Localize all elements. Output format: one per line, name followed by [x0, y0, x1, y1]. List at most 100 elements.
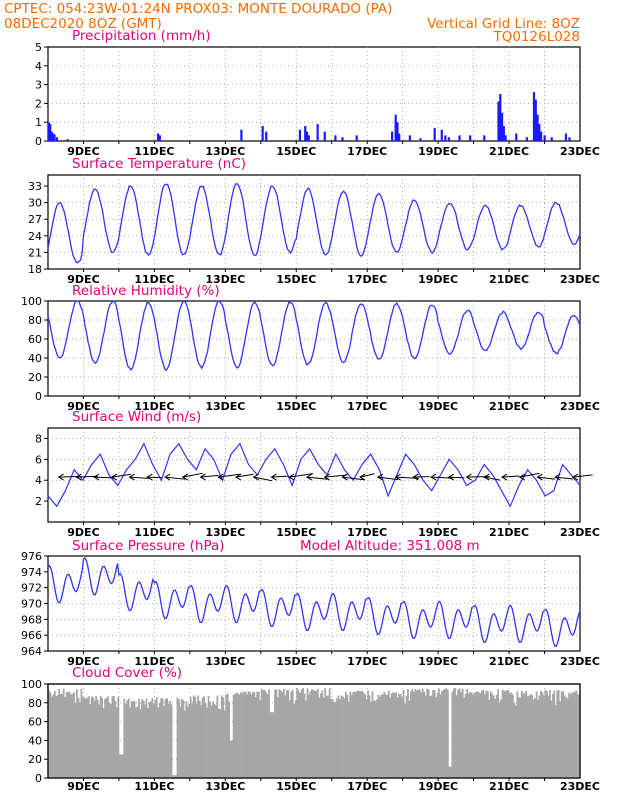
- cloud-bar: [65, 692, 68, 778]
- cloud-bar: [373, 700, 375, 778]
- wind-arrow: [377, 476, 399, 481]
- temp-ytick-label: 21: [28, 246, 42, 259]
- wind-arrow: [76, 475, 98, 478]
- cloud-bar: [169, 701, 171, 778]
- cloud-xtick-label: 13DEC: [205, 780, 245, 793]
- cloud-bar: [87, 696, 90, 778]
- cloud-bar: [506, 690, 508, 778]
- cloud-bar: [544, 689, 547, 778]
- cloud-bar: [417, 689, 420, 778]
- wind-arrow-head: [571, 473, 579, 481]
- cloud-bar: [271, 712, 273, 778]
- cloud-bar: [188, 703, 191, 778]
- precip-bar: [341, 137, 344, 141]
- cloud-bar: [550, 700, 553, 778]
- temp-ytick-label: 30: [28, 197, 42, 210]
- cloud-bar: [259, 700, 262, 778]
- cloud-bar: [510, 692, 513, 778]
- wind-xtick-label: 13DEC: [205, 526, 245, 539]
- cloud-bar: [497, 689, 500, 778]
- cloud-bar: [376, 699, 378, 778]
- cloud-bar: [387, 690, 390, 778]
- cloud-bar: [164, 698, 167, 778]
- cloud-bar: [509, 693, 511, 778]
- cloud-bar: [241, 693, 244, 778]
- wind-frame: [47, 427, 581, 523]
- cloud-bar: [359, 691, 362, 778]
- cloud-frame-top: [47, 683, 581, 779]
- rh-ytick-label: 80: [28, 314, 42, 327]
- temp-xtick-label: 23DEC: [560, 273, 600, 286]
- precip-panel: 0 1 2 3 4 5 9DEC 11DEC 13DEC 15DEC 17DEC 19DEC 21DEC…: [35, 28, 600, 158]
- cloud-bar: [275, 689, 278, 778]
- cloud-bar: [250, 694, 253, 778]
- cloud-bar: [294, 700, 297, 778]
- cloud-bar: [435, 697, 437, 778]
- cloud-bar: [574, 691, 576, 778]
- cloud-bar: [365, 699, 368, 778]
- temp-panel: 18 21 24 27 30 33 9DEC 11DEC 13DEC 15DEC 17DEC 19DE…: [28, 156, 600, 286]
- cloud-bar: [543, 695, 545, 778]
- pressure-xtick-label: 21DEC: [489, 655, 529, 668]
- cloud-bar: [415, 690, 418, 778]
- cloud-bar: [469, 691, 471, 778]
- cloud-bar: [217, 708, 220, 778]
- cloud-bar: [436, 692, 439, 778]
- cloud-bar: [115, 707, 118, 778]
- cloud-bar: [135, 707, 137, 778]
- panels-group: 0 1 2 3 4 5 9DEC 11DEC 13DEC 15DEC 17DEC 19DEC 21DEC…: [21, 28, 600, 793]
- cloud-bar: [86, 697, 89, 778]
- cloud-bar: [512, 694, 514, 778]
- precip-bar: [532, 92, 536, 141]
- wind-arrow-head: [376, 473, 384, 481]
- cloud-bar: [212, 701, 214, 778]
- precip-bar: [316, 124, 319, 141]
- rh-xtick-label: 9DEC: [67, 400, 99, 413]
- cloud-bar: [114, 701, 117, 778]
- wind-arrow-head: [288, 473, 295, 481]
- wind-arrow-head: [483, 473, 490, 481]
- cloud-bar: [84, 698, 87, 778]
- precip-bar: [469, 135, 472, 141]
- cloud-bar: [93, 700, 96, 778]
- cloud-bar: [312, 689, 315, 778]
- cloud-bar: [318, 697, 321, 778]
- wind-arrow: [484, 476, 501, 481]
- cloud-bar: [563, 695, 566, 778]
- cloud-bar: [185, 700, 188, 778]
- rh-ytick-label: 40: [28, 352, 42, 365]
- cloud-bar: [339, 699, 341, 778]
- cloud-xtick-label: 15DEC: [276, 780, 316, 793]
- wind-arrow-head: [394, 473, 401, 481]
- precip-bar: [440, 129, 443, 141]
- cloud-bar: [144, 704, 146, 778]
- temp-xtick-label: 13DEC: [205, 273, 245, 286]
- cloud-xtick-label: 21DEC: [489, 780, 529, 793]
- cloud-bar: [380, 694, 383, 778]
- cloud-bar: [486, 691, 489, 778]
- wind-xtick-label: 23DEC: [560, 526, 600, 539]
- cloud-bar: [390, 693, 393, 778]
- cloud-title: Cloud Cover (%): [72, 665, 182, 681]
- header-station: CPTEC: 054:23W-01:24N PROX03: MONTE DOUR…: [4, 1, 392, 17]
- cloud-bar: [182, 700, 185, 778]
- wind-title: Surface Wind (m/s): [72, 409, 201, 425]
- cloud-bar: [441, 691, 443, 778]
- precip-bar: [564, 133, 568, 141]
- cloud-bar: [246, 694, 248, 778]
- cloud-bar: [95, 696, 98, 778]
- cloud-bar: [297, 690, 300, 778]
- cloud-bar: [305, 700, 307, 778]
- cloud-bar: [370, 701, 372, 778]
- cloud-bar: [268, 689, 270, 778]
- cloud-bar: [423, 691, 426, 778]
- wind-arrow: [572, 474, 593, 478]
- cloud-bar: [541, 692, 544, 778]
- cloud-bar: [160, 698, 163, 778]
- cloud-bar: [201, 697, 204, 778]
- cloud-bar: [374, 700, 377, 778]
- cloud-bar: [531, 694, 534, 778]
- temp-ytick-label: 33: [28, 180, 42, 193]
- precip-ytick-label: 1: [35, 116, 42, 129]
- wind-arrow-head: [430, 473, 437, 481]
